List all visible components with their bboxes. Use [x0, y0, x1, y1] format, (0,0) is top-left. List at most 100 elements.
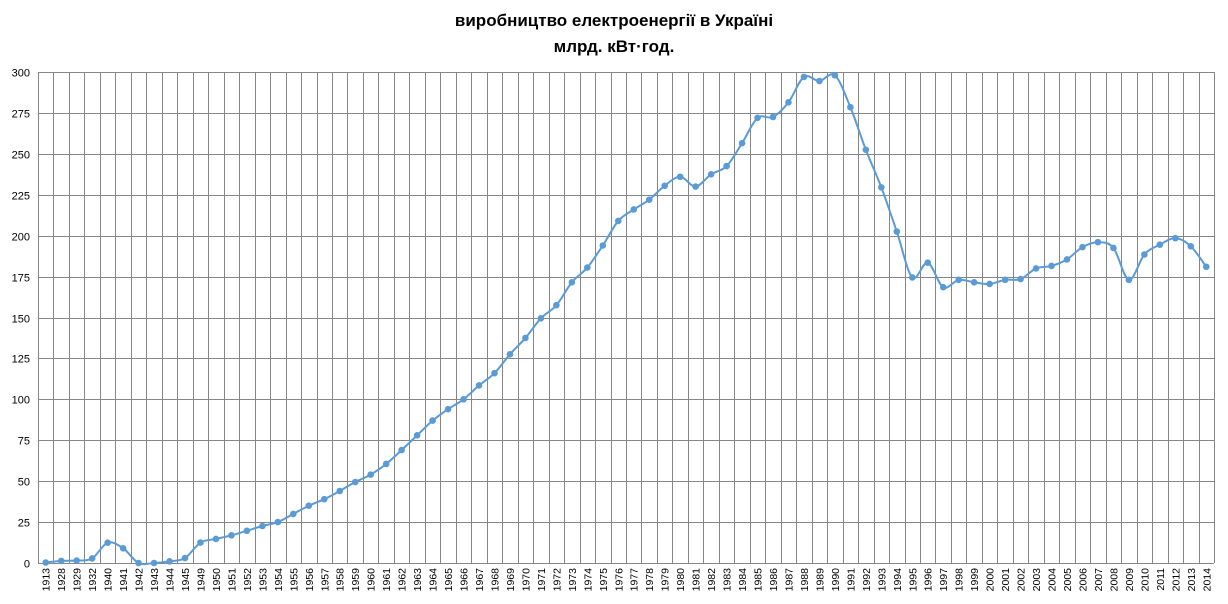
x-tick-label: 1992	[861, 568, 873, 592]
x-tick-label: 1970	[520, 568, 532, 592]
x-tick-label: 1978	[644, 568, 656, 592]
x-tick-label: 1997	[938, 568, 950, 592]
x-tick-label: 1967	[474, 568, 486, 592]
x-tick-label: 1981	[691, 568, 703, 592]
data-point	[537, 315, 545, 322]
x-tick-label: 1941	[118, 568, 130, 592]
data-point	[1063, 256, 1071, 263]
data-point	[228, 532, 235, 539]
x-tick-label: 1928	[56, 568, 68, 592]
x-tick-label: 1998	[954, 568, 966, 592]
data-point	[290, 510, 297, 518]
data-point	[939, 283, 947, 291]
x-tick-label: 1952	[242, 568, 254, 592]
x-tick-label: 2010	[1139, 568, 1151, 592]
data-point	[351, 478, 359, 486]
data-point	[1032, 265, 1040, 272]
series-line	[45, 73, 1208, 566]
x-tick-label: 1944	[165, 568, 177, 592]
x-tick-label: 1949	[195, 568, 207, 592]
data-point	[754, 114, 761, 122]
x-tick-label: 1950	[211, 568, 223, 592]
x-tick-label: 1969	[505, 568, 517, 592]
data-point	[1110, 244, 1117, 252]
x-tick-label: 2001	[1000, 568, 1012, 592]
data-point	[1094, 238, 1102, 246]
x-tick-label: 2012	[1170, 568, 1182, 592]
y-tick-label: 150	[12, 314, 30, 326]
data-point	[135, 559, 142, 567]
data-point	[506, 351, 514, 358]
x-tick-label: 1963	[412, 568, 424, 592]
x-tick-label: 1929	[72, 568, 84, 592]
data-point	[398, 446, 405, 454]
x-tick-label: 1977	[629, 568, 641, 592]
x-tick-label: 1972	[551, 568, 563, 592]
x-tick-label: 2000	[985, 568, 997, 592]
data-point	[119, 544, 127, 552]
data-point	[816, 77, 823, 85]
x-tick-label: 2014	[1201, 568, 1213, 592]
data-point	[166, 558, 173, 565]
data-point	[738, 139, 746, 147]
x-tick-label: 1971	[536, 568, 548, 592]
data-point	[444, 405, 452, 413]
chart-subtitle: млрд. кВт·год.	[553, 37, 675, 56]
data-point	[692, 183, 699, 190]
x-tick-label: 1966	[459, 568, 471, 592]
x-tick-label: 1985	[753, 568, 765, 592]
x-tick-label: 1965	[443, 568, 455, 592]
x-tick-label: 1973	[567, 568, 579, 592]
data-point	[831, 71, 839, 79]
x-tick-label: 1988	[799, 568, 811, 592]
x-tick-label: 2006	[1077, 568, 1089, 592]
y-tick-label: 300	[12, 68, 30, 80]
data-point	[57, 557, 65, 565]
x-tick-label: 2002	[1016, 568, 1028, 592]
data-point	[1048, 262, 1055, 270]
data-point	[522, 334, 529, 342]
x-tick-label: 2009	[1124, 568, 1136, 592]
y-tick-label: 275	[12, 109, 30, 121]
data-point	[630, 206, 638, 213]
data-point	[599, 242, 607, 249]
data-point	[88, 555, 96, 562]
data-point	[274, 518, 282, 526]
x-tick-label: 1955	[288, 568, 300, 592]
data-point	[197, 539, 204, 546]
x-tick-label: 2008	[1108, 568, 1120, 592]
data-point	[862, 146, 870, 154]
x-tick-label: 2007	[1093, 568, 1105, 592]
data-point	[924, 259, 932, 266]
data-point	[955, 276, 962, 284]
x-tick-label: 1945	[180, 568, 192, 592]
x-tick-label: 1993	[876, 568, 888, 592]
data-point	[367, 471, 374, 478]
x-tick-label: 1975	[598, 568, 610, 592]
grid-lines	[38, 72, 1215, 564]
y-tick-label: 0	[24, 559, 30, 571]
x-tick-label: 1968	[489, 568, 501, 592]
data-point	[645, 196, 653, 203]
y-tick-label: 25	[18, 518, 30, 530]
data-point	[584, 264, 591, 271]
x-tick-label: 1913	[41, 568, 53, 592]
data-point	[1172, 234, 1179, 242]
data-point	[491, 369, 498, 377]
data-point	[336, 487, 344, 495]
x-tick-label: 1989	[814, 568, 826, 592]
y-tick-label: 175	[12, 273, 30, 285]
data-point	[243, 527, 251, 535]
x-tick-label: 1990	[830, 568, 842, 592]
axes	[38, 72, 1214, 564]
data-point	[1079, 243, 1086, 251]
x-tick-label: 1987	[783, 568, 795, 592]
x-tick-label: 1959	[350, 568, 362, 592]
x-tick-label: 1953	[257, 568, 269, 592]
x-tick-label: 2013	[1186, 568, 1198, 592]
data-point	[986, 280, 993, 288]
data-point	[1125, 276, 1133, 284]
data-point	[150, 559, 158, 567]
x-tick-label: 1980	[675, 568, 687, 592]
